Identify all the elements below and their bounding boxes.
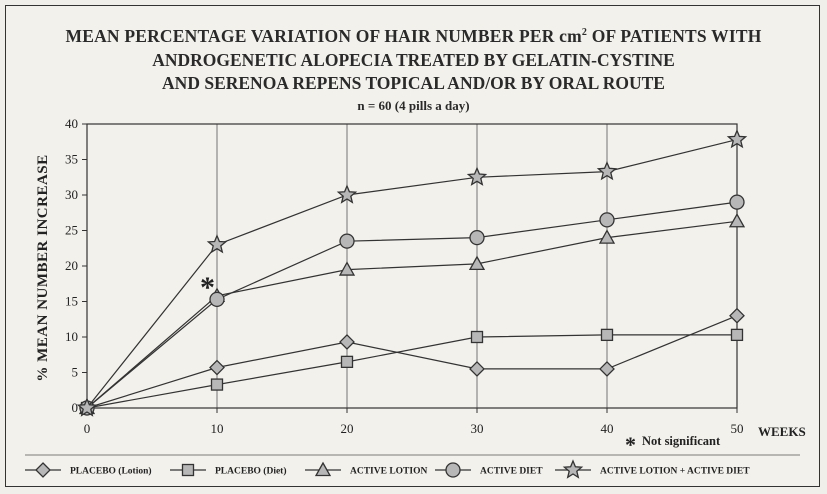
x-axis-label: WEEKS [758,424,806,439]
series-line [86,201,738,409]
data-point-square [470,330,484,344]
legend-marker-diamond [35,462,51,478]
series-square [80,328,744,415]
x-tick-label: 0 [84,421,91,436]
grid-lines [216,124,608,408]
y-tick-label: 30 [65,187,78,202]
legend-label: ACTIVE LOTION [350,467,427,477]
chart-frame [5,5,820,487]
series-diamond [79,307,745,416]
legend-item: ACTIVE LOTION + ACTIVE DIET [555,459,750,479]
data-point-diamond [729,307,745,324]
y-axis-label: % MEAN NUMBER INCREASE [35,154,51,381]
annotation-star: * [625,432,636,457]
chart-subtitle: n = 60 (4 pills a day) [357,98,470,113]
x-tick-label: 20 [341,421,354,436]
annotation-text: Not significant [642,434,721,448]
data-point-star [726,128,748,149]
data-point-star [466,166,488,186]
y-tick-label: 15 [65,294,78,309]
y-tick-label: 5 [72,365,79,380]
legend-label: ACTIVE DIET [480,467,543,477]
data-point-star [596,160,618,181]
data-point-circle [209,291,225,308]
legend-label: PLACEBO (Diet) [215,466,287,477]
chart-title-line-3: AND SERENOA REPENS TOPICAL AND/OR BY ORA… [162,73,665,93]
data-point-star [336,184,358,204]
series-line [86,334,737,409]
data-point-square [600,328,614,342]
legend-item: ACTIVE LOTION [305,461,427,477]
legend-marker-circle [445,462,461,478]
plot-area [86,123,738,409]
series-star [76,128,748,417]
data-point-diamond [339,334,355,350]
y-tick-label: 10 [65,329,78,344]
series-line [86,139,738,409]
legend-label: ACTIVE LOTION + ACTIVE DIET [600,467,750,477]
legend-item: ACTIVE DIET [435,462,543,478]
y-tick-label: 0 [72,400,79,415]
legend: PLACEBO (Lotion) PLACEBO (Diet) ACTIVE LOT… [25,459,750,479]
y-tick-label: 35 [65,152,78,167]
series-triangle [78,212,746,415]
data-point-triangle [468,255,486,271]
x-tick-label: 30 [471,421,484,436]
data-point-circle [729,194,745,210]
series-line [86,315,738,409]
x-tick-label: 10 [211,421,224,436]
legend-marker-triangle [314,461,332,477]
data-point-diamond [599,361,615,377]
legend-label: PLACEBO (Lotion) [70,466,152,477]
chart-title-line-1: MEAN PERCENTAGE VARIATION OF HAIR NUMBER… [65,26,762,46]
data-point-diamond [469,361,485,377]
y-axis-ticks: 0 5 10 15 20 25 30 35 40 [65,116,87,415]
chart-title-line-2: ANDROGENETIC ALOPECIA TREATED BY GELATIN… [152,50,675,70]
data-point-star [206,233,228,254]
x-axis-ticks: 0 10 20 30 40 50 [84,408,744,436]
data-point-triangle [728,212,746,228]
data-point-circle [339,233,355,249]
data-point-diamond [209,359,225,376]
data-point-circle [469,229,485,246]
y-tick-label: 40 [65,116,78,131]
legend-marker-square [181,463,195,477]
data-point-triangle [598,229,616,244]
data-point-star [76,397,98,417]
series-group [76,128,748,417]
significance-star: * [200,271,215,304]
legend-marker-star [562,459,584,479]
data-point-square [340,355,354,369]
y-tick-label: 20 [65,258,78,273]
x-tick-label: 50 [731,421,744,436]
series-line [86,220,738,409]
data-point-square [730,328,744,342]
legend-item: PLACEBO (Lotion) [25,462,152,478]
series-circle [79,194,745,416]
x-tick-label: 40 [601,421,614,436]
y-tick-label: 25 [65,223,78,238]
data-point-circle [599,212,615,228]
legend-item: PLACEBO (Diet) [170,463,287,477]
data-point-square [210,378,224,391]
data-point-triangle [338,261,356,276]
